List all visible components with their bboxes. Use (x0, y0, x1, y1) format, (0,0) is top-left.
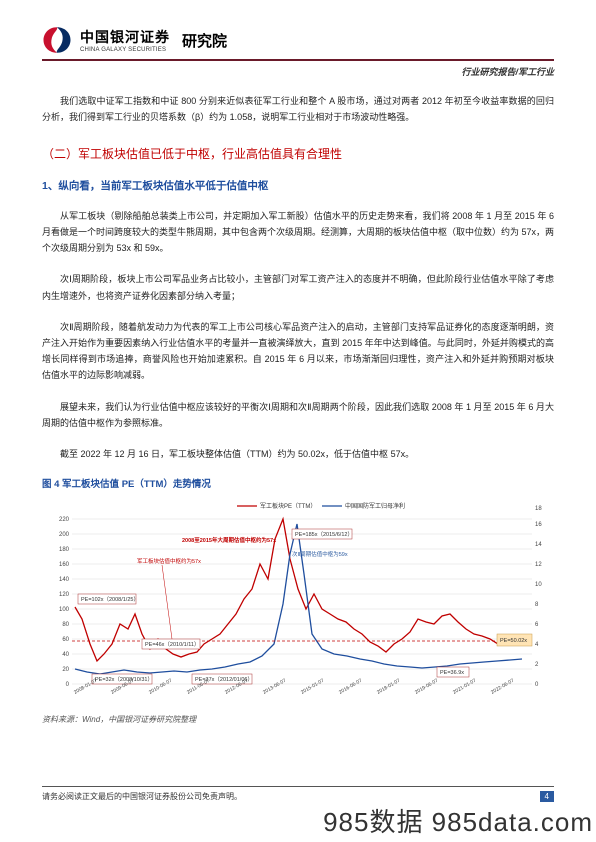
brand-name-en: CHINA GALAXY SECURITIES (80, 47, 170, 53)
svg-text:10: 10 (535, 582, 542, 588)
svg-text:2008至2015年大周期估值中枢约为57x: 2008至2015年大周期估值中枢约为57x (182, 536, 277, 544)
header: 中国银河证券 CHINA GALAXY SECURITIES 研究院 (42, 25, 554, 55)
svg-text:军工板块估值中枢约为57x: 军工板块估值中枢约为57x (137, 557, 201, 565)
footer-disclaimer: 请务必阅读正文最后的中国银河证券股份公司免责声明。 (42, 791, 242, 802)
page-number: 4 (540, 791, 554, 802)
figure-source: 资料来源：Wind，中国银河证券研究院整理 (42, 714, 554, 725)
svg-text:16: 16 (535, 522, 542, 528)
svg-text:60: 60 (62, 637, 69, 643)
paragraph-intro: 我们选取中证军工指数和中证 800 分别来近似表征军工行业和整个 A 股市场，通… (42, 93, 554, 125)
galaxy-logo-icon (42, 25, 72, 55)
svg-text:PE=102x（2008/1/25）: PE=102x（2008/1/25） (81, 596, 139, 603)
svg-text:120: 120 (59, 592, 70, 598)
svg-text:次Ⅱ周期估值中枢为59x: 次Ⅱ周期估值中枢为59x (292, 550, 348, 558)
svg-text:140: 140 (59, 577, 70, 583)
research-dept: 研究院 (182, 30, 227, 51)
header-rule (42, 59, 554, 61)
svg-text:PE=46x（2010/1/11）: PE=46x（2010/1/11） (145, 641, 199, 648)
svg-text:PE=36.9x: PE=36.9x (440, 670, 464, 676)
svg-text:100: 100 (59, 607, 70, 613)
paragraph-5: 展望未来，我们认为行业估值中枢应该较好的平衡次Ⅰ周期和次Ⅱ周期两个阶段，因此我们… (42, 399, 554, 431)
brand-name-cn: 中国银河证券 (80, 27, 170, 47)
paragraph-2: 从军工板块（剔除船舶总装类上市公司，并定期加入军工新股）估值水平的历史走势来看，… (42, 208, 554, 257)
svg-text:14: 14 (535, 542, 542, 548)
svg-text:180: 180 (59, 547, 70, 553)
svg-text:160: 160 (59, 562, 70, 568)
breadcrumb: 行业研究报告/军工行业 (42, 65, 554, 78)
paragraph-4: 次Ⅱ周期阶段，随着航发动力为代表的军工上市公司核心军品资产注入的启动，主管部门支… (42, 319, 554, 384)
svg-text:PE=50.02x: PE=50.02x (500, 638, 527, 644)
figure-title: 图 4 军工板块估值 PE（TTM）走势情况 (42, 476, 554, 490)
brand-block: 中国银河证券 CHINA GALAXY SECURITIES (80, 27, 170, 53)
pe-ttm-chart: 02040 6080100 120140160 180200220 024 68… (42, 494, 554, 706)
paragraph-3: 次Ⅰ周期阶段，板块上市公司军品业务占比较小，主管部门对军工资产注入的态度并不明确… (42, 271, 554, 303)
svg-text:220: 220 (59, 517, 70, 523)
paragraph-6: 截至 2022 年 12 月 16 日，军工板块整体估值（TTM）约为 50.0… (42, 446, 554, 462)
section-heading-3: 1、纵向看，当前军工板块估值水平低于估值中枢 (42, 178, 554, 193)
svg-text:20: 20 (62, 667, 69, 673)
svg-text:军工板块PE（TTM）: 军工板块PE（TTM） (260, 502, 316, 510)
svg-text:80: 80 (62, 622, 69, 628)
watermark: 985数据 985data.com (323, 802, 593, 839)
svg-text:中国国防军工归母净利: 中国国防军工归母净利 (345, 502, 405, 510)
svg-text:18: 18 (535, 506, 542, 512)
svg-text:200: 200 (59, 532, 70, 538)
section-heading-2: （二）军工板块估值已低于中枢，行业高估值具有合理性 (42, 145, 554, 162)
footer: 请务必阅读正文最后的中国银河证券股份公司免责声明。 4 (42, 786, 554, 802)
svg-text:PE=185x（2015/6/12）: PE=185x（2015/6/12） (295, 531, 353, 538)
svg-text:12: 12 (535, 562, 542, 568)
svg-text:40: 40 (62, 652, 69, 658)
